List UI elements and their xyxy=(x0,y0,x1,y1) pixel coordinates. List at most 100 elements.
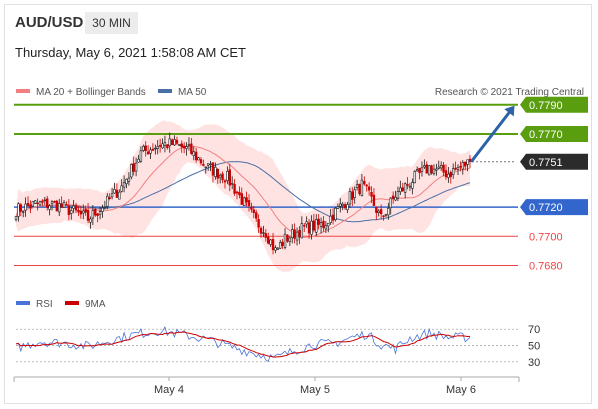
candle-bull xyxy=(348,191,352,205)
candle-bull xyxy=(291,229,294,238)
candle-bull xyxy=(274,247,277,251)
candle-bull xyxy=(300,223,304,239)
candle-bear xyxy=(53,201,56,203)
candle-bear xyxy=(41,200,44,203)
candle-bull xyxy=(185,146,188,149)
candle-bear xyxy=(442,164,445,173)
candle-bull xyxy=(461,161,464,170)
candle-bull xyxy=(178,144,181,146)
timeframe-badge[interactable]: 30 MIN xyxy=(85,12,138,34)
candle-bull xyxy=(125,178,128,185)
candle-bull xyxy=(58,203,61,213)
rsi-tick-50: 50 xyxy=(528,341,540,353)
rsi-legend-swatch xyxy=(16,301,30,305)
rsi-legend-label: RSI xyxy=(36,299,53,310)
candle-bull xyxy=(218,174,222,178)
candle-bull xyxy=(106,195,109,207)
x-tick-label: May 4 xyxy=(154,384,184,396)
candle-bear xyxy=(382,215,385,217)
candle-bear xyxy=(343,204,347,209)
level-tag-0.7790 xyxy=(520,96,588,113)
candle-bull xyxy=(310,220,313,235)
candle-bull xyxy=(279,242,282,249)
candle-bear xyxy=(240,193,243,205)
candle-bull xyxy=(214,166,217,177)
candle-bear xyxy=(238,192,241,196)
candle-bear xyxy=(194,151,198,161)
candle-bear xyxy=(281,241,284,246)
candle-bear xyxy=(180,143,183,148)
candle-bull xyxy=(336,206,340,209)
candle-bull xyxy=(415,169,419,172)
x-axis: May 4 May 5 May 6 xyxy=(13,376,520,396)
candle-bull xyxy=(437,166,440,169)
candle-bull xyxy=(411,182,414,189)
candle-bull xyxy=(353,189,356,198)
candle-bear xyxy=(166,144,169,149)
candle-bear xyxy=(94,208,97,216)
candle-bull xyxy=(72,205,75,209)
candle-bull xyxy=(48,205,51,210)
ma50-legend-label: MA 50 xyxy=(178,87,207,98)
candle-bull xyxy=(315,219,318,233)
candle-bull xyxy=(389,197,392,209)
candle-bull xyxy=(154,147,157,150)
level-label-0.7700: 0.7700 xyxy=(529,231,563,243)
candle-bull xyxy=(209,163,212,166)
candle-bear xyxy=(46,198,49,208)
level-label-0.7770: 0.7770 xyxy=(529,129,563,141)
candle-bull xyxy=(288,237,292,242)
candle-bull xyxy=(43,199,47,202)
candle-bull xyxy=(24,203,27,211)
candle-bull xyxy=(230,183,234,185)
candle-bull xyxy=(396,191,400,199)
candle-bull xyxy=(137,158,140,163)
candle-bull xyxy=(432,168,436,175)
candle-bull xyxy=(82,210,85,214)
candle-bear xyxy=(264,233,268,238)
candle-bear xyxy=(463,161,467,167)
candle-bear xyxy=(303,225,306,227)
candle-bull xyxy=(139,150,143,162)
candle-bull xyxy=(399,187,402,193)
candle-bear xyxy=(406,184,409,186)
candle-bull xyxy=(187,143,191,146)
candle-bull xyxy=(360,179,364,196)
candle-bull xyxy=(387,208,390,216)
candle-bear xyxy=(132,163,135,172)
bollinger-band xyxy=(16,120,470,273)
candle-bear xyxy=(454,167,457,170)
candle-bull xyxy=(62,201,66,208)
candle-bear xyxy=(375,206,378,213)
candle-bull xyxy=(163,142,167,146)
projection-arrow xyxy=(470,105,515,163)
candle-bear xyxy=(96,213,99,216)
projection-arrowhead xyxy=(504,105,515,117)
projection-arrow-shaft xyxy=(470,111,511,163)
candle-bull xyxy=(204,166,207,168)
candle-bear xyxy=(190,143,193,154)
candle-bull xyxy=(403,183,407,193)
bollinger-band-area xyxy=(16,120,470,273)
candle-bull xyxy=(130,164,133,178)
candle-bear xyxy=(286,234,289,242)
datetime-label: Thursday, May 6, 2021 1:58:08 AM CET xyxy=(15,45,246,60)
candle-bear xyxy=(235,191,239,194)
candle-bull xyxy=(305,221,308,225)
candle-bull xyxy=(283,233,287,248)
candle-bull xyxy=(456,167,460,170)
candle-bear xyxy=(312,220,316,231)
candle-bear xyxy=(55,200,59,212)
candle-bear xyxy=(351,191,354,200)
candle-bear xyxy=(331,214,335,221)
candle-bull xyxy=(339,203,342,207)
candle-bull xyxy=(319,222,323,227)
candle-bull xyxy=(262,232,265,234)
candle-bear xyxy=(317,218,320,225)
candle-bear xyxy=(425,164,428,174)
candle-bull xyxy=(451,168,455,175)
candle-bull xyxy=(226,171,229,181)
level-label-0.7680: 0.7680 xyxy=(529,261,563,273)
candle-bull xyxy=(142,146,145,151)
